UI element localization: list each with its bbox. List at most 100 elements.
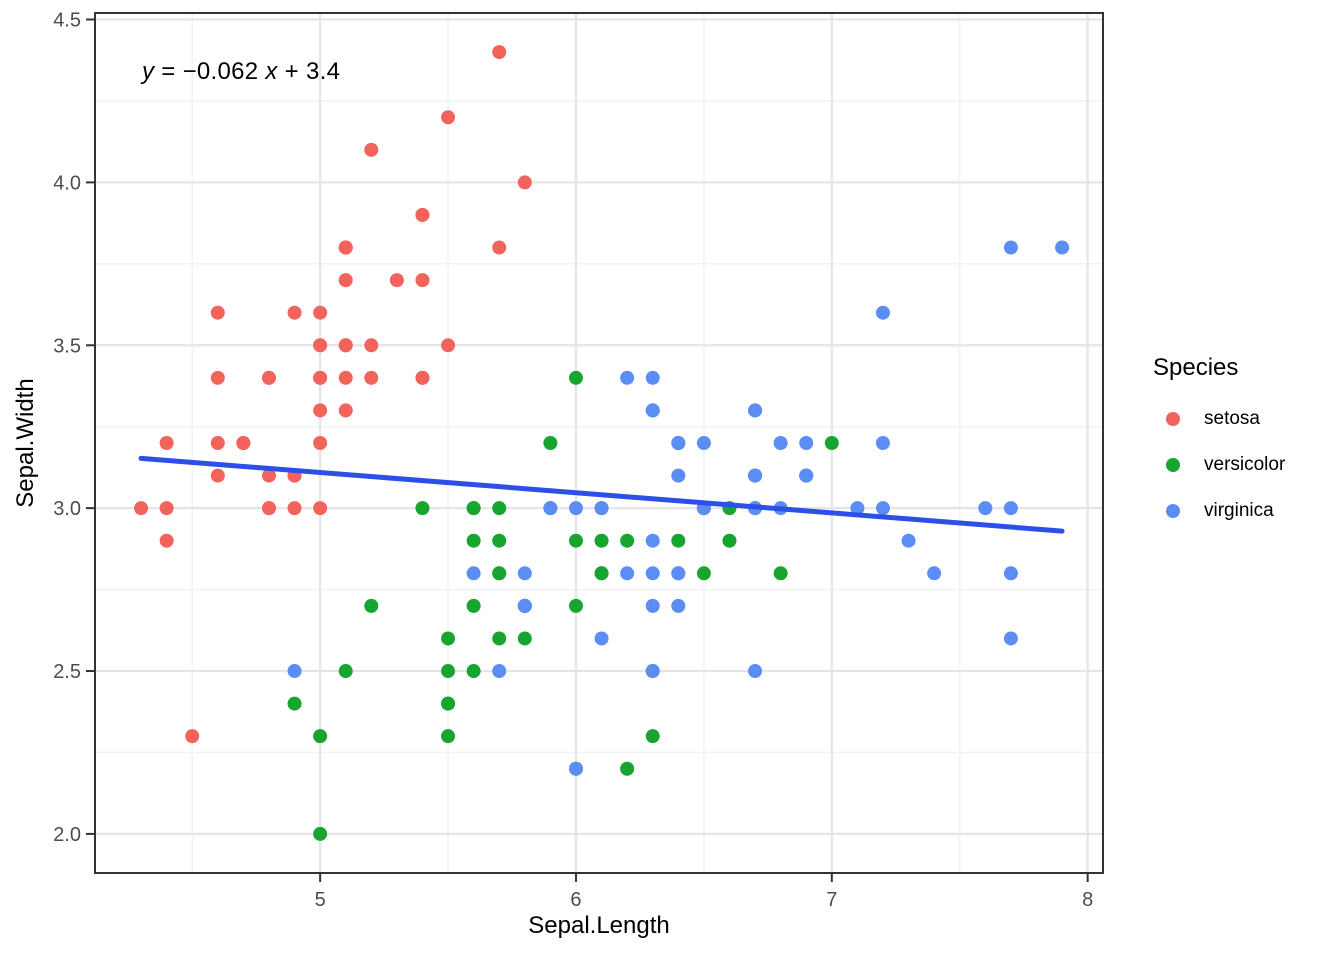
legend-label: virginica [1204,500,1274,521]
equation-part: x [265,58,278,85]
point-virginica [620,370,635,385]
point-virginica [492,664,507,679]
point-virginica [748,403,763,418]
point-setosa [210,468,225,483]
y-tick-label: 3.5 [53,335,81,357]
y-tick-label: 4.5 [53,10,81,32]
point-setosa [313,403,328,418]
y-tick-label: 3.0 [53,498,81,520]
point-setosa [338,403,353,418]
point-versicolor [313,826,328,841]
point-versicolor [620,533,635,548]
point-versicolor [568,598,583,613]
point-setosa [261,370,276,385]
point-virginica [671,468,686,483]
point-setosa [134,501,149,516]
point-virginica [875,501,890,516]
point-setosa [492,240,507,255]
regression-line [138,455,1065,534]
point-virginica [671,566,686,581]
point-versicolor [338,664,353,679]
point-setosa [185,729,200,744]
point-virginica [1003,631,1018,646]
point-versicolor [620,761,635,776]
point-versicolor [722,533,737,548]
versicolor-dot-icon [1166,458,1180,472]
point-virginica [517,598,532,613]
point-setosa [261,468,276,483]
point-virginica [799,436,814,450]
point-virginica [466,566,481,581]
point-virginica [1003,501,1018,516]
point-versicolor [441,631,456,646]
panel-border [94,12,1104,874]
equation-part: y [142,58,155,85]
point-versicolor [492,631,507,646]
point-setosa [364,142,379,157]
legend-item-versicolor: versicolor [1150,442,1285,488]
point-virginica [645,566,660,581]
point-setosa [338,273,353,288]
point-virginica [671,436,686,450]
point-setosa [261,501,276,516]
point-versicolor [773,566,788,581]
point-virginica [875,436,890,450]
point-versicolor [415,501,430,516]
point-virginica [645,598,660,613]
point-setosa [389,273,404,288]
x-tick-label: 7 [826,889,837,911]
point-versicolor [671,533,686,548]
legend-label: versicolor [1204,454,1286,475]
point-setosa [159,533,174,548]
point-virginica [594,501,609,516]
point-setosa [492,45,507,60]
y-tick-label: 2.5 [53,661,81,683]
point-virginica [1055,240,1070,255]
point-versicolor [594,566,609,581]
point-setosa [287,501,302,516]
point-versicolor [466,533,481,548]
point-versicolor [492,501,507,516]
point-virginica [645,533,660,548]
point-virginica [594,631,609,646]
point-virginica [773,436,788,450]
point-versicolor [441,664,456,679]
x-tick-label: 5 [315,889,326,911]
equation-part: = −0.062 [154,58,266,85]
point-versicolor [824,436,839,450]
point-virginica [901,533,916,548]
point-setosa [415,207,430,222]
point-versicolor [441,729,456,744]
point-versicolor [645,729,660,744]
point-setosa [517,175,532,190]
point-versicolor [568,370,583,385]
point-setosa [287,305,302,320]
point-virginica [517,566,532,581]
point-virginica [568,501,583,516]
point-virginica [799,468,814,483]
point-virginica [927,566,942,581]
point-setosa [159,501,174,516]
point-versicolor [696,566,711,581]
point-setosa [313,501,328,516]
point-setosa [441,338,456,353]
point-setosa [159,436,174,450]
x-axis-title: Sepal.Length [528,912,670,939]
point-virginica [696,436,711,450]
point-setosa [313,436,328,450]
point-setosa [338,240,353,255]
point-virginica [620,566,635,581]
legend-item-setosa: setosa [1150,396,1285,442]
point-virginica [568,761,583,776]
point-setosa [364,338,379,353]
point-setosa [210,370,225,385]
point-setosa [236,436,251,450]
y-tick-label: 2.0 [53,824,81,846]
point-virginica [645,403,660,418]
point-versicolor [466,664,481,679]
point-setosa [364,370,379,385]
point-setosa [210,305,225,320]
point-setosa [210,436,225,450]
point-versicolor [594,533,609,548]
